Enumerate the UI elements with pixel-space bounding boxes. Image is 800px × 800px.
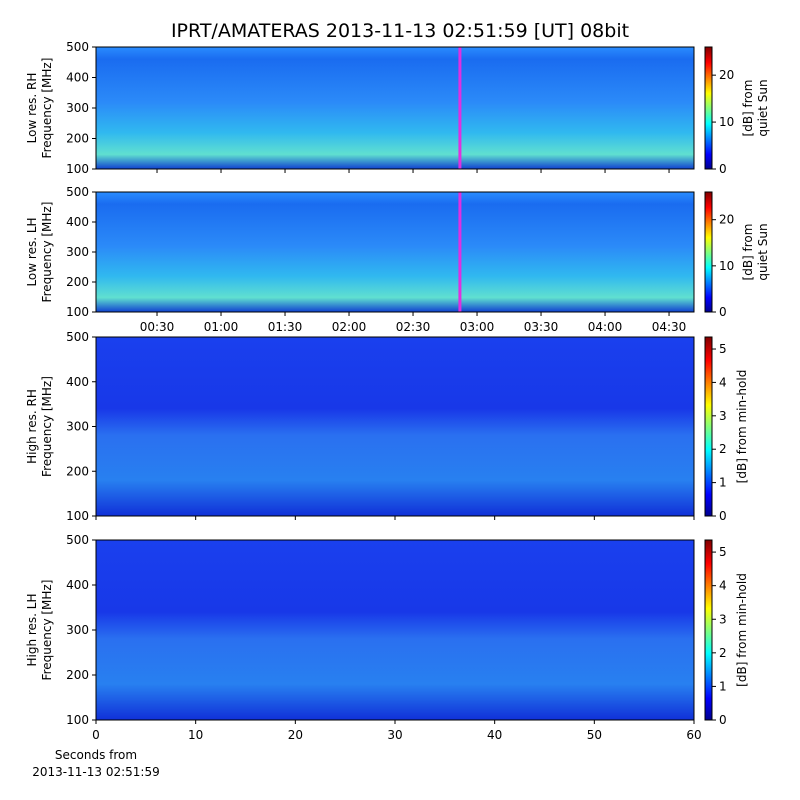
colorbar-label: [dB] from	[741, 224, 755, 281]
y-tick-label: 500	[66, 185, 89, 199]
colorbar-tick-label: 0	[719, 713, 727, 727]
y-tick-label: 500	[66, 533, 89, 547]
colorbar-tick-label: 10	[719, 259, 734, 273]
x-tick-label: 03:30	[524, 320, 559, 334]
x-tick-label: 50	[587, 728, 602, 742]
colorbar-tick-label: 2	[719, 442, 727, 456]
spectrogram	[96, 47, 694, 169]
y-tick-label: 200	[66, 464, 89, 478]
colorbar	[704, 539, 713, 721]
y-tick-label: 300	[66, 623, 89, 637]
y-axis-label: Frequency [MHz]	[40, 202, 54, 303]
colorbar-tick-label: 0	[719, 509, 727, 523]
y-axis-label: High res. LH	[25, 593, 39, 666]
x-tick-label: 0	[92, 728, 100, 742]
colorbar-label: [dB] from min-hold	[735, 370, 749, 484]
colorbar-tick-label: 20	[719, 213, 734, 227]
colorbar-tick-label: 2	[719, 646, 727, 660]
y-tick-label: 100	[66, 713, 89, 727]
y-tick-label: 300	[66, 420, 89, 434]
y-tick-label: 400	[66, 215, 89, 229]
y-tick-label: 100	[66, 509, 89, 523]
x-tick-label: 04:00	[588, 320, 623, 334]
y-tick-label: 200	[66, 668, 89, 682]
colorbar-tick-label: 1	[719, 476, 727, 490]
colorbar-tick-label: 4	[719, 579, 727, 593]
y-tick-label: 400	[66, 71, 89, 85]
colorbar-tick-label: 0	[719, 305, 727, 319]
x-tick-label: 00:30	[140, 320, 175, 334]
x-tick-label: 40	[487, 728, 502, 742]
y-tick-label: 100	[66, 305, 89, 319]
y-tick-label: 500	[66, 40, 89, 54]
spectrogram	[96, 337, 694, 516]
chart-title: IPRT/AMATERAS 2013-11-13 02:51:59 [UT] 0…	[171, 20, 629, 42]
colorbar-tick-label: 3	[719, 409, 727, 423]
spectrogram	[96, 540, 694, 720]
colorbar-tick-label: 3	[719, 612, 727, 626]
x-tick-label: 03:00	[460, 320, 495, 334]
x-tick-label: 02:00	[332, 320, 367, 334]
y-tick-label: 300	[66, 101, 89, 115]
y-tick-label: 400	[66, 578, 89, 592]
x-tick-label: 20	[288, 728, 303, 742]
colorbar-tick-label: 20	[719, 68, 734, 82]
colorbar-tick-label: 5	[719, 342, 727, 356]
x-axis-label: 2013-11-13 02:51:59	[32, 765, 159, 779]
y-axis-label: High res. RH	[25, 389, 39, 464]
x-tick-label: 04:30	[652, 320, 687, 334]
x-tick-label: 10	[188, 728, 203, 742]
y-axis-label: Low res. LH	[25, 217, 39, 286]
y-axis-label: Frequency [MHz]	[40, 58, 54, 159]
x-tick-label: 60	[686, 728, 701, 742]
colorbar-tick-label: 1	[719, 679, 727, 693]
colorbar-tick-label: 4	[719, 375, 727, 389]
colorbar	[704, 336, 713, 517]
x-tick-label: 01:00	[204, 320, 239, 334]
y-axis-label: Frequency [MHz]	[40, 580, 54, 681]
colorbar-label: quiet Sun	[756, 223, 770, 280]
y-tick-label: 500	[66, 330, 89, 344]
x-tick-label: 30	[387, 728, 402, 742]
colorbar-tick-label: 0	[719, 162, 727, 176]
colorbar-tick-label: 5	[719, 545, 727, 559]
colorbar-label: [dB] from min-hold	[735, 573, 749, 687]
y-tick-label: 200	[66, 132, 89, 146]
colorbar	[704, 191, 713, 313]
x-tick-label: 02:30	[396, 320, 431, 334]
spectrogram	[96, 192, 694, 312]
colorbar-tick-label: 10	[719, 115, 734, 129]
x-axis-label: Seconds from	[55, 748, 137, 762]
y-axis-label: Frequency [MHz]	[40, 376, 54, 477]
y-tick-label: 400	[66, 375, 89, 389]
colorbar-label: [dB] from	[741, 80, 755, 137]
y-tick-label: 100	[66, 162, 89, 176]
y-tick-label: 300	[66, 245, 89, 259]
colorbar-label: quiet Sun	[756, 79, 770, 136]
x-tick-label: 01:30	[268, 320, 303, 334]
y-tick-label: 200	[66, 275, 89, 289]
colorbar	[704, 46, 713, 170]
y-axis-label: Low res. RH	[25, 73, 39, 144]
